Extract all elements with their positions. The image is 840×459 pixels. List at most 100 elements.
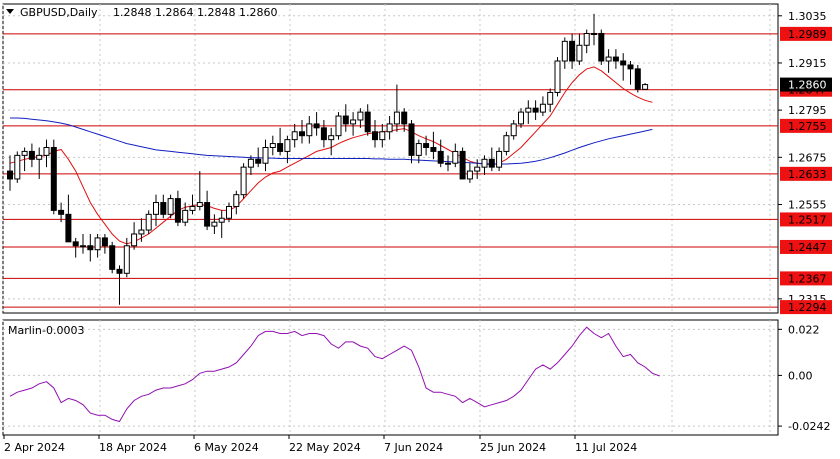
candle-body	[393, 111, 400, 125]
symbol-label: GBPUSD,Daily	[20, 6, 98, 19]
candle-body	[532, 107, 539, 113]
candle-body	[561, 40, 568, 62]
candle-body	[620, 60, 627, 66]
candle-body	[342, 115, 349, 125]
candle-body	[627, 64, 634, 70]
candle-body	[36, 154, 43, 160]
oscillator-line	[9, 326, 660, 423]
current-price-box	[780, 77, 832, 92]
ohlc-values: 1.2848 1.2864 1.2848 1.2860	[113, 6, 277, 19]
candle-body	[488, 158, 495, 168]
level-price-label: 1.2989	[788, 28, 827, 41]
candle-body	[634, 68, 641, 90]
level-price-label: 1.2755	[788, 120, 827, 133]
price-tick-label: 1.2675	[788, 151, 827, 164]
level-price-label: 1.2447	[788, 241, 827, 254]
candle-body	[583, 32, 590, 46]
candle-body	[372, 131, 378, 141]
candle-body	[415, 143, 422, 156]
candle-body	[218, 217, 225, 223]
collapse-triangle-icon[interactable]	[6, 9, 14, 14]
candle-body	[211, 221, 218, 227]
candle-body	[269, 143, 276, 148]
candle-body	[174, 198, 181, 223]
candle-body	[386, 123, 393, 133]
candle-body	[28, 150, 35, 160]
candle-body	[612, 56, 619, 62]
candle-body	[43, 146, 50, 156]
level-price-box	[780, 271, 832, 286]
candle-body	[364, 111, 371, 133]
price-tick-label: 1.2795	[788, 104, 827, 117]
candle-body	[408, 123, 415, 156]
candle-body	[72, 241, 79, 247]
date-label: 18 Apr 2024	[99, 441, 167, 454]
main-panel	[2, 3, 779, 314]
candle-body	[445, 162, 451, 165]
candle-body	[233, 194, 240, 207]
candle-body	[547, 91, 554, 105]
candle-body	[14, 154, 21, 180]
candles	[7, 13, 649, 305]
candle-body	[284, 139, 291, 152]
candle-body	[277, 143, 284, 152]
candle-body	[58, 209, 65, 215]
candle-body	[452, 150, 459, 164]
candle-body	[50, 146, 57, 211]
candle-body	[525, 107, 532, 113]
date-label: 7 Jun 2024	[384, 441, 443, 454]
candle-body	[21, 150, 28, 156]
date-label: 11 Jul 2024	[575, 441, 637, 454]
slow-ma-line	[10, 117, 653, 165]
candle-body	[503, 135, 510, 152]
candle-body	[160, 202, 167, 215]
candle-body	[247, 158, 254, 168]
candle-body	[145, 213, 152, 231]
level-price-box	[780, 166, 832, 181]
candle-body	[466, 170, 473, 180]
candle-body	[518, 111, 524, 125]
candle-body	[262, 146, 269, 164]
level-price-label: 1.2367	[788, 272, 827, 285]
candle-body	[642, 84, 649, 90]
oscillator	[3, 326, 778, 427]
candle-body	[401, 111, 408, 125]
candle-body	[591, 32, 597, 35]
candle-body	[204, 202, 211, 227]
level-price-label: 1.2294	[788, 301, 827, 314]
candle-body	[116, 268, 123, 274]
candle-body	[328, 135, 335, 141]
candle-body	[496, 150, 503, 168]
candle-body	[379, 131, 386, 141]
candle-body	[605, 56, 612, 62]
candle-body	[357, 111, 364, 121]
candle-body	[101, 237, 108, 247]
candle-body	[255, 158, 262, 164]
candle-body	[196, 202, 203, 207]
candle-body	[7, 170, 13, 180]
candle-body	[123, 245, 130, 274]
date-label: 6 May 2024	[194, 441, 259, 454]
candle-body	[350, 119, 357, 125]
candle-body	[576, 44, 583, 62]
candle-body	[80, 245, 86, 248]
candle-body	[437, 150, 444, 164]
candle-body	[569, 40, 576, 62]
level-price-box	[780, 212, 832, 227]
indicator-value: -0.0003	[42, 324, 84, 337]
candle-body	[539, 103, 546, 113]
candle-body	[299, 131, 305, 137]
candle-body	[554, 60, 561, 93]
date-label: 25 Jun 2024	[480, 441, 546, 454]
current-price-label: 1.2860	[788, 79, 827, 92]
osc-tick-label: -0.0242	[788, 420, 830, 433]
candle-body	[94, 237, 101, 251]
candle-body	[306, 123, 313, 137]
candle-body	[87, 245, 94, 251]
candle-body	[138, 229, 145, 235]
price-tick-label: 1.2555	[788, 198, 827, 211]
candle-body	[109, 245, 116, 270]
candle-body	[313, 123, 320, 129]
indicator-panel	[2, 319, 779, 436]
